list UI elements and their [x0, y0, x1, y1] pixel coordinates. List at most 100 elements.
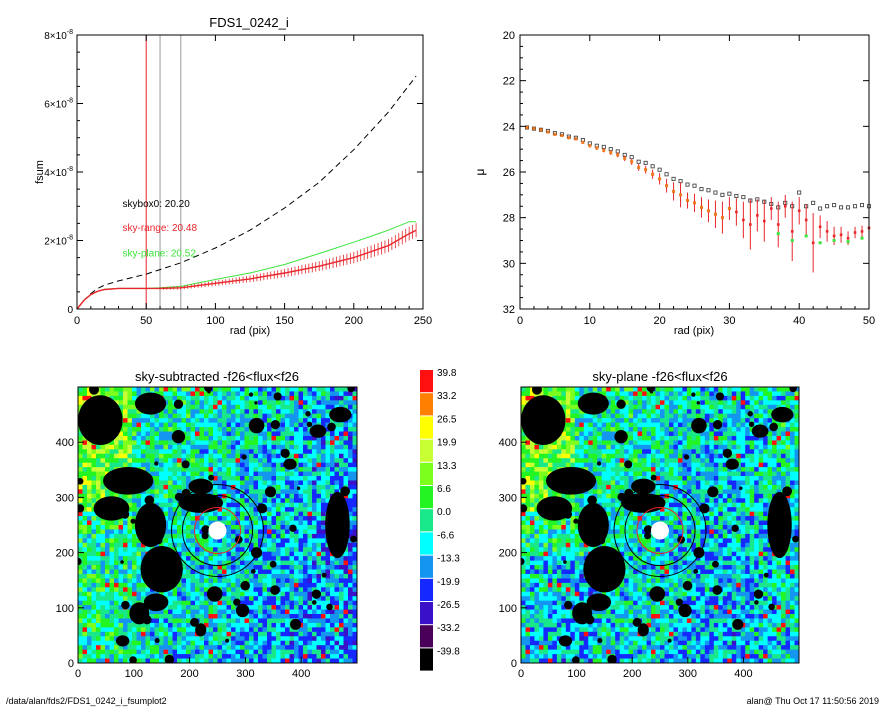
image-pixel: [298, 551, 304, 557]
ytick-label: 4×10-8: [44, 166, 73, 179]
image-pixel: [633, 427, 638, 432]
image-pixel: [348, 404, 353, 410]
image-pixel: [330, 658, 335, 663]
image-pixel: [154, 440, 160, 446]
image-pixel: [109, 605, 115, 610]
xtick-label: 40: [793, 315, 805, 327]
image-pixel: [222, 569, 227, 575]
image-pixel: [339, 400, 344, 406]
image-pixel: [718, 404, 724, 410]
image-pixel: [181, 573, 187, 579]
image-pixel: [154, 422, 160, 428]
image-pixel: [704, 400, 710, 406]
image-pixel: [118, 431, 124, 437]
image-pixel: [222, 622, 227, 628]
image-pixel: [231, 618, 236, 624]
image-pixel: [244, 498, 250, 504]
image-pixel: [307, 565, 313, 570]
image-pixel: [118, 533, 124, 539]
image-pixel: [78, 400, 83, 406]
image-pixel: [168, 480, 173, 486]
image-pixel: [677, 391, 683, 397]
image-pixel: [682, 422, 688, 428]
image-pixel: [588, 387, 594, 392]
image-pixel: [181, 618, 187, 624]
image-pixel: [348, 533, 353, 539]
image-pixel: [325, 591, 331, 597]
image-pixel: [163, 489, 169, 495]
image-pixel: [352, 431, 357, 437]
image-pixel: [231, 654, 236, 659]
image-pixel: [294, 413, 299, 419]
image-pixel: [235, 476, 241, 481]
image-pixel: [235, 404, 241, 410]
image-pixel: [240, 431, 245, 437]
image-pixel: [731, 391, 737, 397]
image-pixel: [790, 400, 795, 406]
image-pixel: [154, 542, 160, 548]
image-pixel: [785, 387, 791, 392]
image-pixel: [321, 502, 326, 508]
image-pixel: [709, 400, 715, 406]
image-pixel: [226, 609, 232, 615]
image-pixel: [597, 422, 603, 428]
image-pixel: [258, 435, 263, 441]
image-pixel: [334, 453, 340, 459]
image-pixel: [303, 542, 308, 548]
image-pixel: [289, 565, 295, 570]
image-pixel: [312, 587, 317, 593]
image-pixel: [159, 640, 164, 646]
image-pixel: [316, 605, 322, 610]
image-pixel: [276, 533, 281, 539]
image-pixel: [118, 529, 124, 535]
image-pixel: [271, 538, 277, 544]
image-pixel: [334, 449, 340, 455]
image-pixel: [352, 636, 357, 642]
image-pixel: [172, 640, 178, 646]
image-pixel: [303, 471, 308, 477]
image-pixel: [253, 516, 259, 521]
image-pixel: [303, 484, 308, 490]
image-pixel: [280, 427, 286, 432]
image-pixel: [316, 556, 322, 562]
mu-point: [609, 151, 613, 155]
image-pixel: [145, 636, 151, 642]
image-pixel: [109, 462, 115, 468]
image-pixel: [231, 614, 236, 619]
image-pixel: [168, 627, 173, 633]
image-pixel: [222, 507, 227, 513]
image-pixel: [790, 404, 795, 410]
image-pixel: [181, 600, 187, 606]
image-pixel: [321, 489, 326, 495]
mu-point: [832, 234, 836, 238]
image-pixel: [168, 395, 173, 401]
image-pixel: [240, 404, 245, 410]
image-pixel: [673, 409, 679, 415]
image-pixel: [298, 422, 304, 428]
image-pixel: [294, 538, 299, 544]
image-pixel: [280, 493, 286, 499]
image-pixel: [343, 395, 349, 401]
image-pixel: [82, 591, 88, 597]
image-pixel: [258, 569, 263, 575]
image-pixel: [579, 387, 585, 392]
image-pixel: [772, 391, 777, 397]
image-pixel: [316, 547, 322, 553]
image-pixel: [199, 404, 205, 410]
image-pixel: [204, 578, 209, 584]
image-pixel: [177, 654, 182, 659]
image-pixel: [82, 556, 88, 562]
image-pixel: [82, 493, 88, 499]
image-pixel: [87, 627, 92, 633]
image-pixel: [258, 400, 263, 406]
image-pixel: [280, 538, 286, 544]
image-pixel: [307, 400, 313, 406]
image-pixel: [249, 649, 254, 655]
image-pixel: [132, 551, 137, 557]
image-pixel: [767, 404, 773, 410]
image-pixel: [312, 636, 317, 642]
image-pixel: [334, 605, 340, 610]
image-pixel: [82, 533, 88, 539]
image-pixel: [240, 484, 245, 490]
image-pixel: [267, 435, 272, 441]
